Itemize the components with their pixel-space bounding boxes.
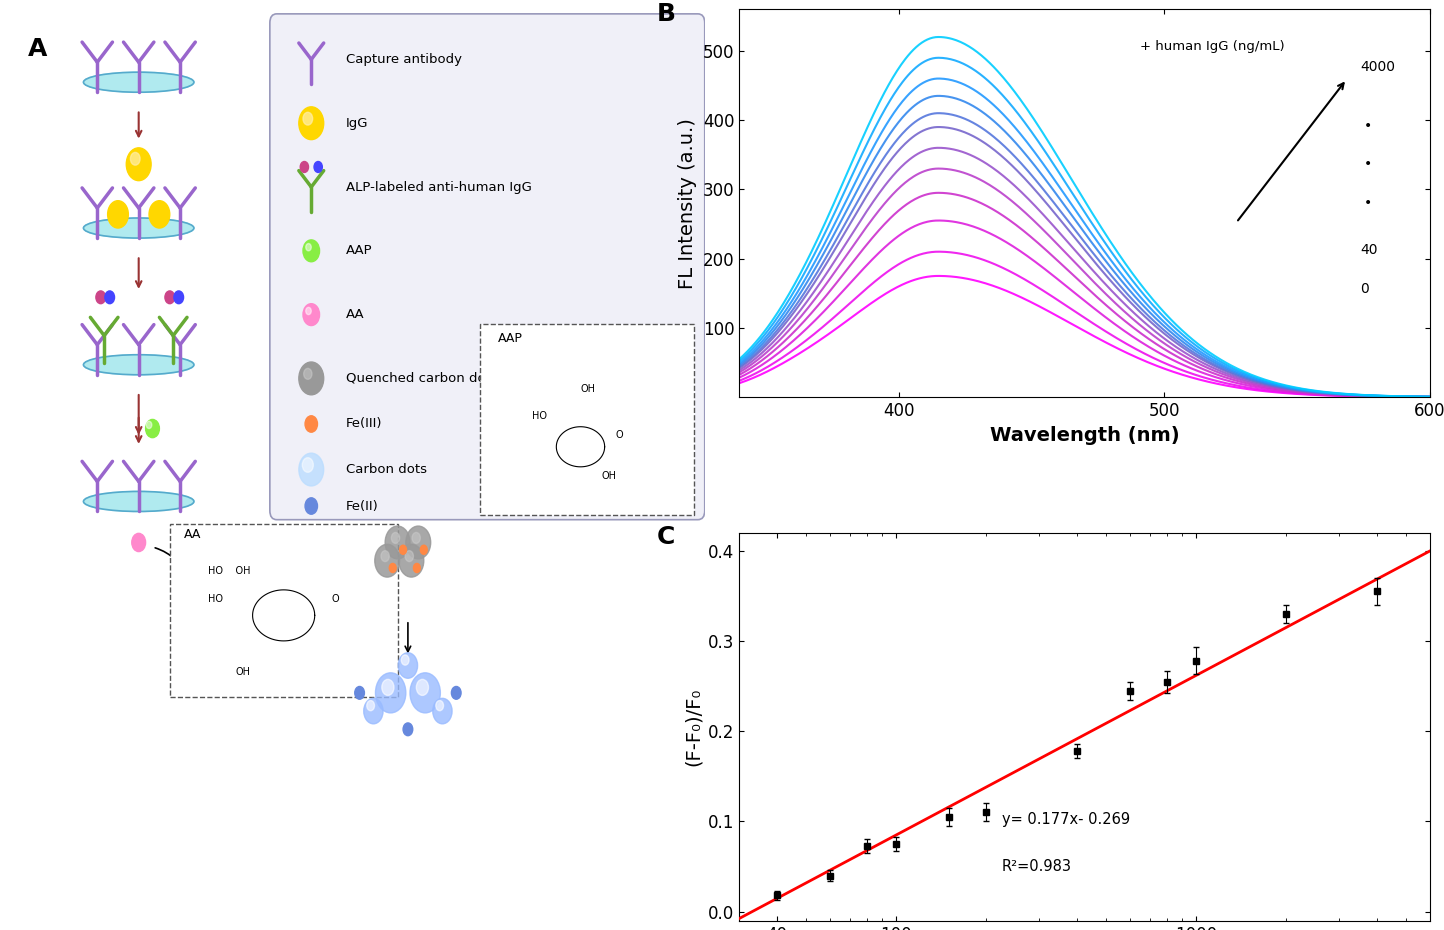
Circle shape xyxy=(401,655,409,665)
Text: OH: OH xyxy=(601,471,617,481)
Circle shape xyxy=(303,304,319,326)
Circle shape xyxy=(364,698,383,724)
Circle shape xyxy=(95,291,105,304)
Circle shape xyxy=(381,551,390,562)
X-axis label: Wavelength (nm): Wavelength (nm) xyxy=(989,426,1180,445)
Text: B: B xyxy=(657,2,676,25)
Circle shape xyxy=(416,679,429,696)
Circle shape xyxy=(299,362,323,395)
Circle shape xyxy=(303,368,312,379)
Y-axis label: (F-F₀)/F₀: (F-F₀)/F₀ xyxy=(683,687,702,766)
Text: HO: HO xyxy=(533,411,547,421)
Circle shape xyxy=(391,533,400,543)
Circle shape xyxy=(299,107,323,140)
Circle shape xyxy=(305,498,318,514)
Text: O: O xyxy=(332,593,339,604)
Text: Capture antibody: Capture antibody xyxy=(345,53,462,66)
Text: 4000: 4000 xyxy=(1360,60,1395,74)
Ellipse shape xyxy=(84,73,193,92)
Text: + human IgG (ng/mL): + human IgG (ng/mL) xyxy=(1139,40,1284,53)
Circle shape xyxy=(420,545,427,554)
Circle shape xyxy=(131,533,146,551)
Circle shape xyxy=(299,453,323,486)
Circle shape xyxy=(386,526,410,559)
Circle shape xyxy=(300,162,309,172)
Circle shape xyxy=(306,244,312,251)
Circle shape xyxy=(303,240,319,261)
Circle shape xyxy=(302,458,313,472)
Text: AAP: AAP xyxy=(498,332,523,345)
Ellipse shape xyxy=(84,491,193,512)
Circle shape xyxy=(375,544,400,578)
Text: HO: HO xyxy=(208,593,222,604)
Circle shape xyxy=(436,700,443,711)
Circle shape xyxy=(406,526,430,559)
FancyBboxPatch shape xyxy=(481,324,695,515)
FancyBboxPatch shape xyxy=(270,14,705,520)
Circle shape xyxy=(433,698,452,724)
FancyBboxPatch shape xyxy=(170,525,397,698)
Text: Quenched carbon dots: Quenched carbon dots xyxy=(345,372,498,385)
Y-axis label: FL Intensity (a.u.): FL Intensity (a.u.) xyxy=(679,118,697,288)
Circle shape xyxy=(400,545,407,554)
Circle shape xyxy=(105,291,114,304)
Text: y= 0.177x- 0.269: y= 0.177x- 0.269 xyxy=(1002,812,1129,827)
Circle shape xyxy=(126,148,152,180)
Text: ALP-labeled anti-human IgG: ALP-labeled anti-human IgG xyxy=(345,180,531,193)
Ellipse shape xyxy=(84,354,193,375)
Text: 40: 40 xyxy=(1360,243,1378,257)
Text: AA: AA xyxy=(345,308,364,321)
Circle shape xyxy=(367,700,374,711)
Text: R²=0.983: R²=0.983 xyxy=(1002,858,1071,873)
Circle shape xyxy=(399,653,417,678)
Text: •: • xyxy=(1365,196,1372,210)
Circle shape xyxy=(375,672,406,713)
Text: Fe(III): Fe(III) xyxy=(345,418,383,431)
Circle shape xyxy=(130,153,140,166)
Text: Fe(II): Fe(II) xyxy=(345,499,378,512)
Circle shape xyxy=(306,307,312,314)
Circle shape xyxy=(146,419,159,438)
Text: IgG: IgG xyxy=(345,117,368,129)
Circle shape xyxy=(108,201,129,228)
Circle shape xyxy=(305,416,318,432)
Circle shape xyxy=(410,672,440,713)
Text: AAP: AAP xyxy=(345,245,373,258)
Circle shape xyxy=(303,113,313,125)
Text: OH: OH xyxy=(580,384,595,394)
Circle shape xyxy=(390,564,396,573)
Text: 0: 0 xyxy=(1360,282,1369,296)
Circle shape xyxy=(406,551,413,562)
Circle shape xyxy=(149,201,170,228)
Circle shape xyxy=(381,679,394,696)
Circle shape xyxy=(413,564,420,573)
Text: Carbon dots: Carbon dots xyxy=(345,463,427,476)
Text: C: C xyxy=(657,525,674,549)
Circle shape xyxy=(399,544,423,578)
Circle shape xyxy=(173,291,183,304)
Circle shape xyxy=(146,421,152,429)
Text: O: O xyxy=(615,430,622,440)
Circle shape xyxy=(452,686,461,699)
Circle shape xyxy=(165,291,175,304)
Circle shape xyxy=(355,686,364,699)
Circle shape xyxy=(313,162,322,172)
Circle shape xyxy=(412,533,420,543)
Text: •: • xyxy=(1365,157,1372,171)
Ellipse shape xyxy=(84,218,193,238)
Text: •: • xyxy=(1365,119,1372,133)
Text: A: A xyxy=(29,36,48,60)
Text: HO    OH: HO OH xyxy=(208,566,250,577)
Circle shape xyxy=(403,723,413,736)
Text: AA: AA xyxy=(183,528,201,541)
Text: OH: OH xyxy=(235,667,250,677)
